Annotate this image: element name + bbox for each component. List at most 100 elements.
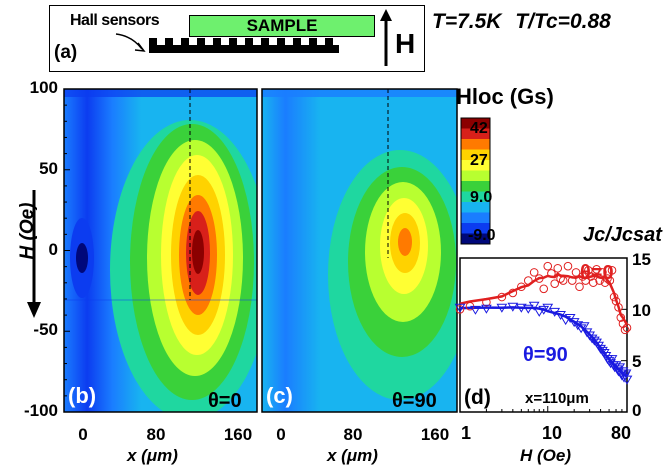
sample-box: SAMPLE (189, 15, 375, 37)
panel-d-x-tick: 80 (610, 423, 632, 443)
data-point-theta0 (558, 276, 568, 285)
colorbar-label: -9.0 (468, 227, 496, 244)
data-point-theta90 (538, 305, 550, 315)
data-point-theta0 (588, 278, 598, 287)
angle-b-label: θ=0 (208, 390, 242, 412)
hall-sensor (213, 38, 221, 46)
map-y-tick: 100 (29, 78, 58, 97)
legend-theta90: θ=90 (523, 344, 568, 366)
map-y-tick: 50 (39, 159, 58, 178)
data-point-theta0 (550, 279, 560, 288)
panel-d-x-axis-label: H (Oe) (520, 446, 571, 465)
data-point-theta0 (611, 296, 621, 306)
data-point-theta90 (560, 316, 572, 326)
map-b-x-tick: 80 (146, 425, 166, 444)
legend-theta0: θ=0 (580, 262, 614, 284)
colorbar-label: 42 (470, 120, 488, 137)
data-point-theta0 (543, 261, 553, 271)
data-point-theta0 (605, 276, 615, 285)
temperature-text: T=7.5K T/Tc=0.88 (432, 10, 611, 34)
data-point-theta0 (567, 276, 577, 285)
hall-sensor (309, 38, 317, 46)
data-point-theta0 (595, 276, 604, 285)
data-point-theta0 (607, 266, 617, 275)
data-point-theta0 (547, 269, 556, 278)
colorbar-swatch (461, 181, 490, 192)
map-c (262, 89, 457, 412)
panel-d-x-tick: 1 (460, 423, 471, 443)
angle-c-label: θ=90 (392, 390, 437, 412)
field-arrow-icon (380, 9, 392, 66)
map-y-tick: -100 (23, 401, 58, 420)
colorbar (461, 118, 490, 245)
data-point-theta0 (609, 292, 619, 302)
data-point-theta90 (578, 322, 590, 332)
map-b (64, 89, 257, 412)
data-point-theta0 (586, 272, 596, 281)
colorbar-swatch (461, 212, 490, 224)
colorbar-label: 9.0 (470, 189, 493, 206)
colorbar-swatch (461, 139, 490, 150)
data-point-theta0 (455, 305, 465, 314)
data-point-theta90 (533, 307, 545, 317)
data-point-theta90 (515, 303, 527, 313)
map-c-x-tick: 160 (420, 425, 450, 444)
colorbar-swatch (461, 191, 490, 203)
data-point-theta0 (575, 282, 584, 292)
data-point-theta0 (517, 282, 526, 292)
data-point-theta90 (470, 305, 481, 315)
hall-arrow-icon (115, 33, 146, 52)
panel-d-ticks (459, 257, 628, 413)
data-point-theta90 (589, 336, 600, 346)
hall-sensor (325, 38, 333, 46)
data-point-theta90 (568, 318, 580, 328)
data-point-theta90 (528, 301, 540, 311)
data-point-theta90 (620, 369, 632, 379)
data-point-theta90 (581, 328, 593, 338)
data-point-theta0 (614, 302, 623, 312)
data-point-theta0 (600, 278, 610, 287)
panel-d-label: (d) (464, 386, 491, 409)
map-ticks (64, 88, 70, 413)
colorbar-frame (460, 117, 491, 245)
data-point-theta0 (553, 263, 563, 273)
sensor-bar (149, 45, 339, 53)
data-point-theta90 (522, 304, 534, 314)
colorbar-label: 27 (470, 152, 488, 169)
panel-d-y-tick: 0 (632, 401, 642, 420)
data-point-theta0 (603, 274, 612, 283)
data-point-theta90 (621, 375, 633, 385)
data-point-theta0 (534, 274, 544, 283)
data-point-theta90 (572, 321, 584, 331)
map-c-x-axis-label: x (μm) (327, 446, 378, 465)
panel-d-x-tick: 10 (541, 423, 563, 443)
hall-sensor (181, 38, 189, 46)
data-point-theta0 (616, 313, 626, 322)
hall-sensor (261, 38, 269, 46)
panel-a-label: (a) (54, 42, 78, 63)
panel-d-y-title: Jc/Jcsat (583, 224, 662, 246)
data-point-theta0 (508, 288, 518, 298)
colorbar-swatch (461, 223, 490, 234)
data-point-theta0 (598, 268, 607, 277)
field-label: H (395, 28, 416, 59)
panel-d-frame (459, 257, 628, 413)
map-b-x-axis-label: x (μm) (127, 446, 178, 465)
hall-sensor (245, 38, 253, 46)
series-theta90-points (454, 301, 633, 385)
data-point-theta0 (497, 292, 507, 302)
data-point-theta0 (539, 284, 549, 294)
panel-d-y-tick: 5 (632, 352, 642, 371)
data-point-theta90 (481, 304, 492, 314)
panel-d-y-tick: 15 (632, 250, 651, 269)
data-point-theta90 (507, 302, 519, 312)
data-point-theta90 (496, 303, 508, 313)
colorbar-swatch (461, 128, 490, 140)
data-point-theta0 (622, 323, 632, 333)
schematic-panel: Hall sensors SAMPLE (a) H (49, 5, 425, 72)
data-point-theta0 (620, 325, 630, 335)
position-annotation: x=110μm (525, 390, 589, 407)
data-point-theta0 (523, 276, 533, 285)
panel-d-y-tick: 10 (632, 301, 651, 320)
hall-sensor (277, 38, 285, 46)
